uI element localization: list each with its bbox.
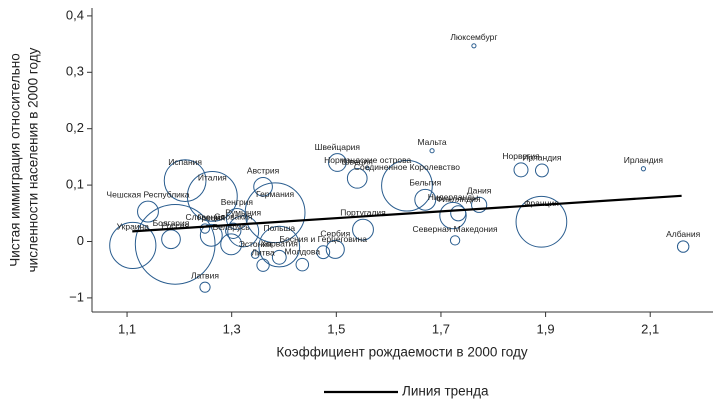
point-label: Эстония bbox=[239, 239, 272, 249]
point-label: Албания bbox=[666, 229, 700, 239]
legend-label: Линия тренда bbox=[402, 384, 489, 399]
bubble bbox=[161, 229, 181, 250]
bubble bbox=[352, 218, 374, 241]
point-label: Хорватия bbox=[261, 239, 299, 249]
point-label: Соединенное Королевство bbox=[354, 162, 460, 172]
point-label: Болгария bbox=[153, 218, 190, 228]
bubble bbox=[676, 240, 690, 253]
bubble bbox=[109, 221, 157, 270]
bubble bbox=[381, 159, 433, 212]
point-label: Молдова bbox=[285, 247, 321, 257]
point-label: Польша bbox=[263, 223, 295, 233]
point-label: Россия bbox=[161, 221, 189, 231]
bubble bbox=[225, 208, 248, 230]
bubble bbox=[134, 203, 216, 285]
bubble bbox=[250, 250, 260, 259]
point-label: Германия bbox=[256, 189, 295, 199]
point-label: Мальта bbox=[417, 137, 446, 147]
point-label: Финляндия bbox=[436, 194, 481, 204]
x-tick-label: 1,5 bbox=[327, 321, 345, 336]
point-label: Словакия bbox=[214, 211, 253, 221]
bubble bbox=[439, 201, 467, 230]
y-tick-label: 0,3 bbox=[66, 64, 84, 79]
point-label: Дания bbox=[467, 185, 492, 195]
bubble bbox=[429, 148, 435, 154]
point-label: Словения bbox=[185, 212, 225, 222]
point-label: Украина bbox=[117, 222, 150, 232]
y-tick-label: 0 bbox=[77, 233, 84, 248]
point-label: Бельгия bbox=[409, 178, 441, 188]
x-tick-label: 1,7 bbox=[432, 321, 450, 336]
y-tick-label: −1 bbox=[69, 289, 84, 304]
point-label: Италия bbox=[198, 173, 227, 183]
x-tick-label: 2,1 bbox=[641, 321, 659, 336]
bubble bbox=[534, 163, 549, 178]
bubble bbox=[253, 176, 273, 197]
x-tick-label: 1,3 bbox=[223, 321, 241, 336]
point-label: Франция bbox=[524, 198, 559, 208]
bubble bbox=[325, 239, 345, 259]
bubble bbox=[316, 245, 331, 260]
bubble bbox=[471, 43, 477, 49]
bubble bbox=[449, 235, 461, 246]
point-label: Нормандские острова bbox=[324, 155, 411, 165]
point-label: Беларусь bbox=[213, 222, 251, 232]
bubble bbox=[199, 223, 223, 247]
point-label: Люксембург bbox=[450, 32, 497, 42]
bubble bbox=[199, 223, 211, 234]
bubble bbox=[640, 166, 647, 172]
point-label: Литва bbox=[251, 247, 275, 257]
bubble bbox=[328, 153, 347, 172]
point-label: Норвегия bbox=[502, 151, 540, 161]
bubble bbox=[220, 233, 243, 256]
y-axis-label: Чистая иммиграция относительно bbox=[8, 53, 23, 266]
point-label: Греция bbox=[197, 213, 225, 223]
bubble bbox=[346, 167, 368, 189]
point-label: Ирландия bbox=[522, 152, 562, 162]
bubble bbox=[515, 195, 568, 248]
bubble bbox=[513, 162, 529, 178]
point-label: Северная Македония bbox=[413, 224, 499, 234]
point-label: Австрия bbox=[247, 166, 280, 176]
bubble bbox=[471, 196, 488, 213]
y-tick-label: 0,2 bbox=[66, 120, 84, 135]
y-tick-label: 0,1 bbox=[66, 177, 84, 192]
point-label: Босния и Герцеговина bbox=[280, 234, 368, 244]
bubble bbox=[414, 188, 437, 211]
bubble bbox=[163, 159, 207, 202]
bubble bbox=[365, 166, 370, 171]
point-label: Латвия bbox=[191, 270, 219, 280]
point-label: Ирландия bbox=[624, 155, 664, 165]
bubble bbox=[450, 205, 467, 222]
x-tick-label: 1,9 bbox=[537, 321, 555, 336]
bubble bbox=[199, 281, 211, 293]
bubble bbox=[256, 258, 270, 272]
point-label: Венгрия bbox=[221, 197, 254, 207]
x-tick-label: 1,1 bbox=[118, 321, 136, 336]
bubble bbox=[271, 249, 287, 265]
point-label: Швеция bbox=[342, 157, 374, 167]
point-label: Нидерланды bbox=[428, 192, 478, 202]
bubble bbox=[295, 257, 310, 272]
trend-line bbox=[132, 194, 682, 233]
point-label: Швейцария bbox=[315, 142, 361, 152]
y-axis-label: численности населения в 2000 году bbox=[26, 47, 41, 272]
point-label: Чешская Республика bbox=[106, 189, 189, 199]
bubble bbox=[186, 170, 238, 222]
bubble bbox=[227, 215, 260, 248]
x-axis-label: Коэффициент рождаемости в 2000 году bbox=[276, 345, 527, 360]
y-tick-label: 0,4 bbox=[66, 7, 84, 22]
bubble bbox=[258, 225, 301, 268]
point-label: Испания bbox=[168, 157, 202, 167]
point-label: Румыния bbox=[225, 208, 261, 218]
bubble bbox=[137, 200, 159, 223]
point-label: Португалия bbox=[340, 207, 386, 217]
point-label: Сербия bbox=[320, 229, 350, 239]
bubble bbox=[225, 222, 242, 239]
